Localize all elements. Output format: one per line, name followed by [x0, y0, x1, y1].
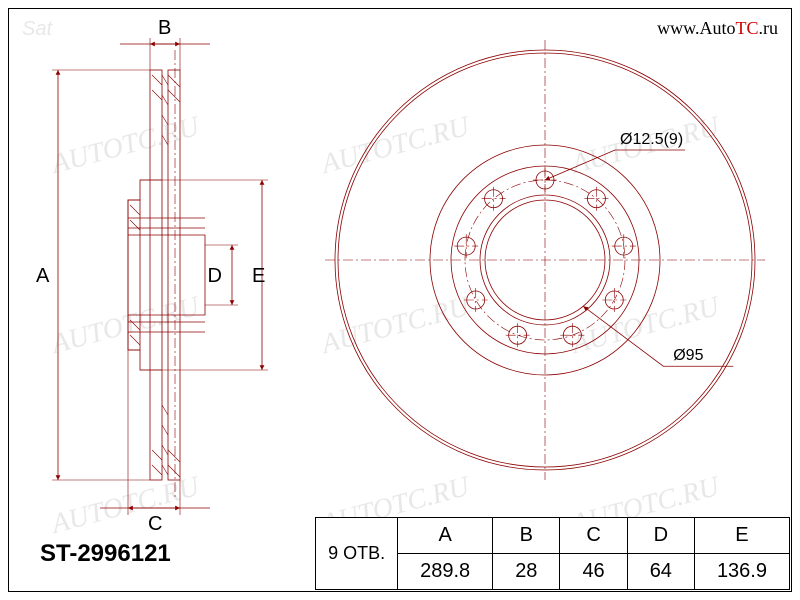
table-cell: 289.8: [398, 554, 493, 590]
technical-drawing: A B C D E Ø12.5(9) Ø95: [0, 0, 800, 600]
dim-label-b: B: [158, 17, 171, 39]
hole-diameter-label: Ø12.5(9): [620, 131, 683, 148]
table-cell: 136.9: [694, 554, 789, 590]
table-header-row: 9 ОТВ. A B C D E: [316, 518, 790, 554]
bore-diameter-label: Ø95: [673, 347, 703, 364]
dim-label-e: E: [252, 265, 265, 287]
dim-label-c: C: [148, 513, 162, 535]
table-cell: 46: [560, 554, 627, 590]
face-view: Ø12.5(9) Ø95: [325, 40, 765, 480]
table-header: D: [627, 518, 694, 554]
table-cell: 64: [627, 554, 694, 590]
dim-label-a: A: [36, 265, 50, 287]
table-header: E: [694, 518, 789, 554]
table-row-label: 9 ОТВ.: [316, 518, 398, 590]
table-header: B: [493, 518, 560, 554]
dim-label-d: D: [208, 265, 222, 287]
table-header: A: [398, 518, 493, 554]
table-cell: 28: [493, 554, 560, 590]
side-view: A B C D E: [36, 17, 268, 535]
part-number: ST-2996121: [40, 540, 171, 568]
dimension-table: 9 ОТВ. A B C D E 289.8 28 46 64 136.9: [315, 517, 790, 590]
table-header: C: [560, 518, 627, 554]
